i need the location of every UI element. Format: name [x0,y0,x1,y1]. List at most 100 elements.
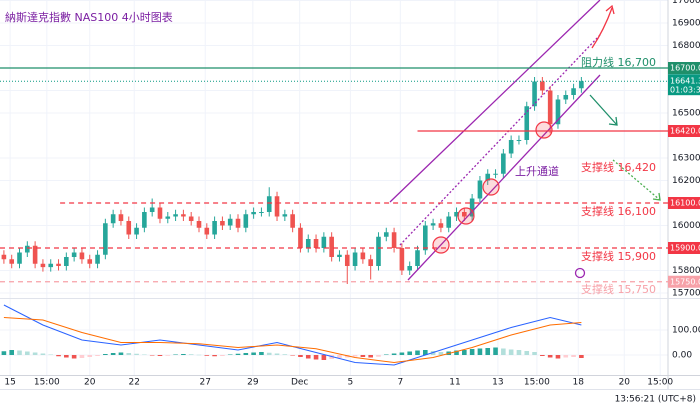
candle-body [368,259,373,266]
x-tick-label: 11 [449,378,460,388]
candle-body [196,221,202,228]
histogram-bar [212,355,217,357]
channel [389,0,601,281]
y-tick-label: 16500.00 [672,109,700,119]
y-tick-label: 16200.00 [672,176,700,186]
histogram-bar [352,355,358,357]
level-axis-box [668,197,700,209]
candle-body [454,212,459,217]
candle-body [313,239,319,248]
histogram-bar [196,354,202,356]
candle-body [532,81,537,107]
y-tick-label: 16300.00 [672,154,700,164]
arrow-up [591,7,613,49]
histogram-bar [313,355,319,360]
candle-body [540,81,545,91]
histogram-bar [87,355,93,357]
histogram-bar [547,355,553,358]
candle-body [227,218,233,226]
histogram-bar [423,350,428,355]
level-label: 阻力线 16,700 [581,55,656,69]
candle-body [399,248,405,271]
candle-body [134,227,139,235]
histogram-bar [415,350,420,355]
y-tick-label: 16000.00 [672,221,700,231]
countdown-label: 01:03:39 [670,86,700,95]
histogram-bar [555,355,561,359]
histogram-bar [157,355,163,356]
y-tick-label: 15700.00 [672,289,700,299]
candle-body [32,245,38,264]
touch-circle [457,207,475,225]
indicator-line [3,304,582,366]
histogram-bar [399,352,405,355]
histogram-bar [524,351,530,355]
y-tick-label: 15800.00 [672,266,700,276]
histogram-bar [235,353,241,355]
level-label: 支撑线 16,420 [581,160,656,174]
histogram-bar [540,355,545,356]
arrow-head [605,4,615,15]
candle-body [173,214,178,217]
histogram-bar [149,355,155,356]
histogram-bar [368,355,373,358]
last-price-label: 16641.38 [670,77,700,86]
x-tick-label: 22 [128,378,139,388]
candle-body [103,223,108,255]
candle-body [516,140,522,141]
histogram-bar [56,355,61,357]
histogram-bar [126,353,132,355]
candle-body [79,252,85,260]
x-tick-label: 5 [348,378,354,388]
level-axis-label: 16700.00 [670,64,700,73]
histogram-bar [376,355,381,357]
candle-body [469,198,475,217]
x-tick-label: 7 [397,378,403,388]
level-axis-label: 16100.00 [670,199,700,208]
histogram-bar [337,355,342,358]
histogram-bar [383,354,389,355]
candle-body [157,207,163,219]
candle-body [87,259,93,264]
histogram-bar [290,355,295,356]
histogram-bar [321,355,327,360]
candle-body [243,214,249,228]
x-tick-label: 15 [4,378,15,388]
histogram-bar [79,355,85,358]
histogram-bar [274,353,280,355]
histogram-bar [407,351,412,355]
candle-body [17,252,22,264]
candle-body [212,221,217,235]
candle-body [95,254,100,264]
candle-body [571,88,576,95]
touch-circles [432,121,553,254]
candle-body [220,221,225,226]
candle-body [352,252,358,266]
histogram-bar [251,352,256,355]
candle-body [259,212,264,213]
histogram-bar [266,352,272,355]
candle-body [508,140,514,154]
x-tick-label: 20 [619,378,631,388]
channel-lower [407,74,601,281]
level-axis-box [668,242,700,254]
arrow-down [589,94,618,126]
candle-body [501,153,506,174]
arrow-head [608,116,618,126]
candle-body [266,196,272,212]
histogram-bar [282,354,288,355]
histogram-bar [508,349,514,355]
histogram-bar [298,355,303,357]
candle-body [446,216,452,228]
candle-body [251,212,256,215]
candle-body [204,227,210,235]
x-tick-label: 15:00 [524,378,550,388]
candle-body [555,99,561,125]
x-tick-label: 29 [247,378,259,388]
histogram-bar [1,351,7,355]
candle-body [344,254,350,266]
candle-body [9,259,15,264]
candle-body [290,214,295,228]
level-label: 支撑线 15,900 [581,249,656,263]
